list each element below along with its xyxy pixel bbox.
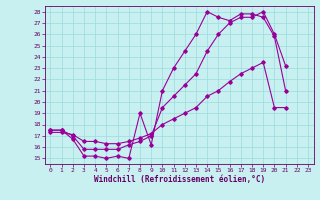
X-axis label: Windchill (Refroidissement éolien,°C): Windchill (Refroidissement éolien,°C) [94,175,265,184]
